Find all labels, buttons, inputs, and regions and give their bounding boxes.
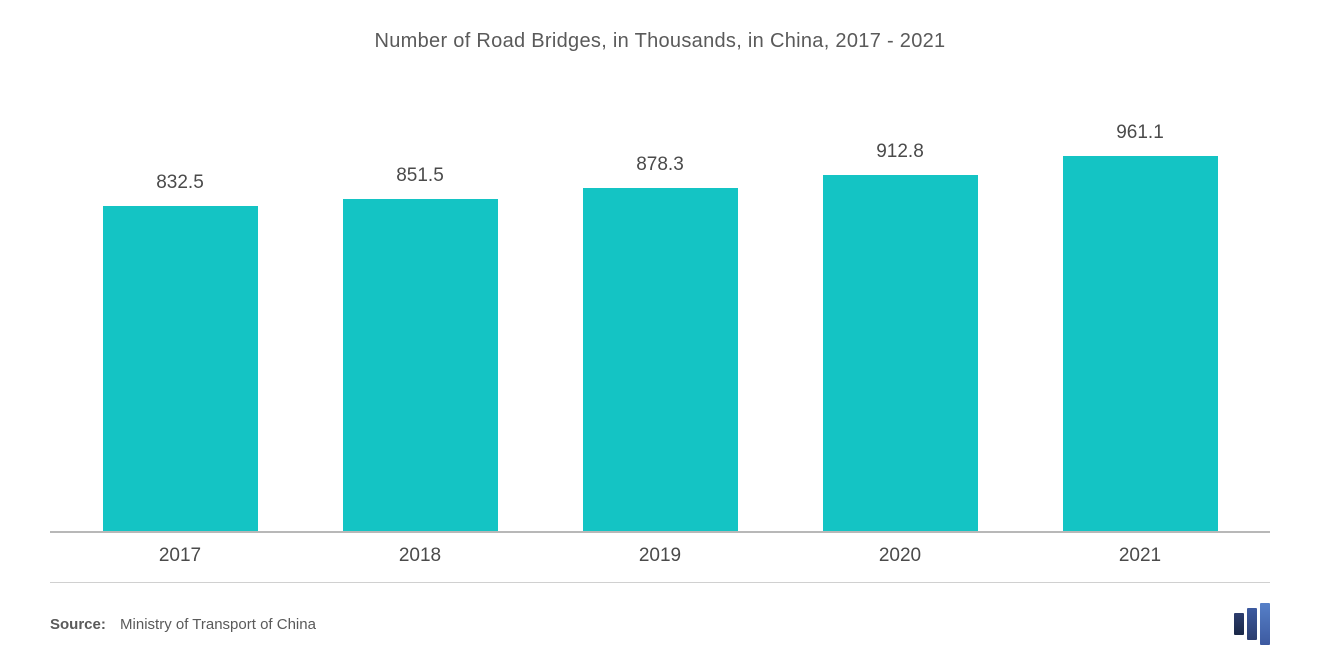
bar-2017 [103, 206, 258, 531]
chart-container: Number of Road Bridges, in Thousands, in… [0, 0, 1320, 665]
x-axis-label: 2017 [60, 545, 300, 567]
logo-bar [1247, 608, 1257, 640]
x-axis: 2017 2018 2019 2020 2021 [50, 533, 1270, 567]
logo-bar [1234, 613, 1244, 635]
bar-group: 912.8 [780, 103, 1020, 531]
brand-logo-icon [1234, 603, 1270, 645]
x-axis-label: 2020 [780, 545, 1020, 567]
source-attribution: Source: Ministry of Transport of China [50, 616, 316, 633]
bar-value-label: 961.1 [1116, 122, 1164, 144]
bar-2021 [1063, 156, 1218, 531]
source-label: Source: [50, 616, 106, 633]
bar-value-label: 832.5 [156, 172, 204, 194]
source-text: Ministry of Transport of China [120, 616, 316, 633]
bar-group: 832.5 [60, 103, 300, 531]
bar-2019 [583, 188, 738, 531]
x-axis-label: 2018 [300, 545, 540, 567]
bar-value-label: 851.5 [396, 165, 444, 187]
chart-title: Number of Road Bridges, in Thousands, in… [50, 30, 1270, 53]
bar-group: 878.3 [540, 103, 780, 531]
bar-group: 851.5 [300, 103, 540, 531]
logo-bar [1260, 603, 1270, 645]
bar-group: 961.1 [1020, 103, 1260, 531]
chart-plot-area: 832.5 851.5 878.3 912.8 961.1 [50, 103, 1270, 533]
bar-value-label: 878.3 [636, 154, 684, 176]
x-axis-label: 2021 [1020, 545, 1260, 567]
bar-2018 [343, 199, 498, 531]
bar-2020 [823, 175, 978, 531]
x-axis-label: 2019 [540, 545, 780, 567]
bar-value-label: 912.8 [876, 141, 924, 163]
chart-footer: Source: Ministry of Transport of China [50, 582, 1270, 645]
